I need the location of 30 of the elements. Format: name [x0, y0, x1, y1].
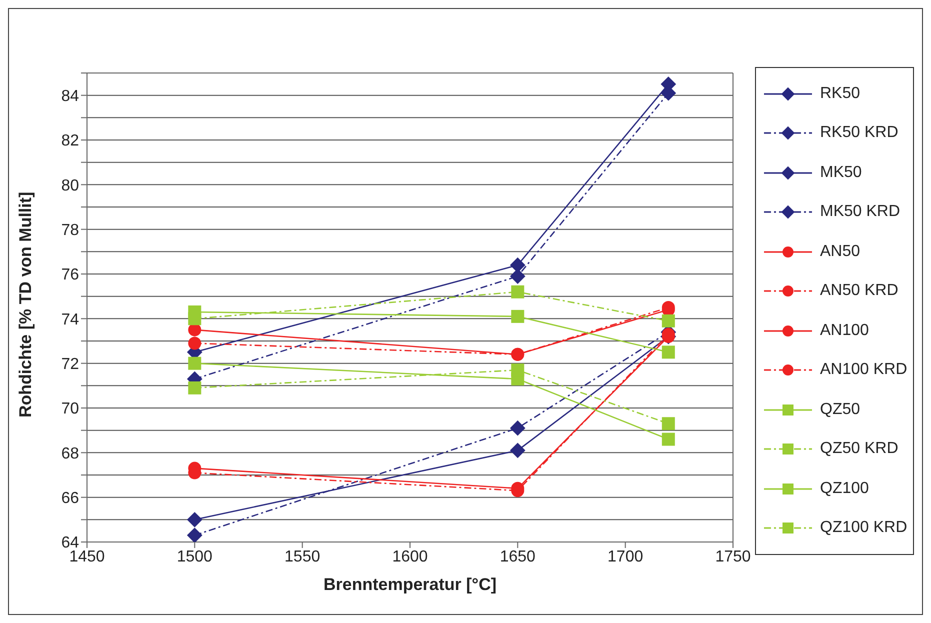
y-tick-label: 82	[61, 132, 80, 150]
legend-label: MK50 KRD	[820, 203, 900, 222]
legend-label: RK50 KRD	[820, 124, 898, 142]
y-tick-label: 68	[61, 445, 80, 462]
y-axis-title: Rohdichte [% TD von Mullit]	[16, 192, 36, 418]
y-tick-label: 70	[61, 400, 80, 418]
x-axis-title: Brenntemperatur [°C]	[323, 575, 497, 594]
legend-label: AN50	[820, 242, 860, 261]
legend-label: AN50 KRD	[820, 282, 898, 300]
y-tick-label: 76	[61, 266, 80, 284]
legend-label: QZ50 KRD	[820, 440, 898, 458]
y-tick-label: 78	[61, 222, 80, 240]
y-tick-label: 66	[61, 490, 80, 508]
x-tick-label: 1600	[392, 548, 428, 566]
x-tick-label: 1500	[176, 548, 213, 566]
x-tick-label: 1700	[608, 548, 644, 566]
legend-label: RK50	[820, 84, 860, 103]
y-tick-label: 72	[61, 356, 80, 374]
legend-label: QZ100 KRD	[820, 519, 908, 538]
legend-label: MK50	[820, 164, 862, 182]
x-tick-label: 1650	[500, 548, 536, 566]
legend-label: AN100 KRD	[820, 361, 908, 380]
y-tick-label: 80	[61, 177, 80, 194]
y-tick-label: 84	[61, 88, 80, 106]
legend-label: QZ50	[820, 400, 860, 419]
legend-label: QZ100	[820, 480, 869, 498]
y-tick-label: 74	[61, 311, 80, 328]
x-tick-label: 1550	[284, 548, 320, 566]
legend-label: AN100	[820, 322, 869, 340]
x-tick-label: 1750	[715, 548, 751, 566]
